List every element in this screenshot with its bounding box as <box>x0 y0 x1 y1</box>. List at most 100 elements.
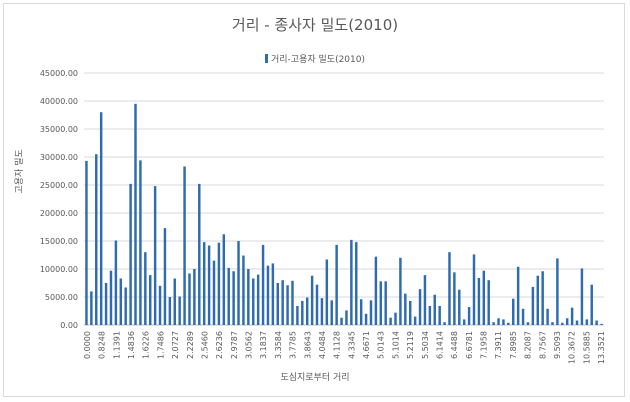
x-tick-label: 10.5885 <box>582 331 591 364</box>
bar <box>384 281 387 325</box>
x-tick-label: 3.0562 <box>245 331 254 359</box>
bar <box>418 289 422 325</box>
bar <box>222 234 226 325</box>
bar <box>487 280 490 325</box>
x-tick-label: 2.5460 <box>200 331 209 359</box>
bar <box>369 300 373 325</box>
bar <box>350 239 353 325</box>
y-tick-label: 15000.00 <box>40 237 78 246</box>
x-tick-label: 2.6236 <box>215 331 224 359</box>
bar <box>256 274 260 325</box>
bar <box>124 287 127 325</box>
bar <box>217 242 221 325</box>
x-tick-label: 3.1837 <box>259 331 268 359</box>
legend-swatch <box>265 54 268 63</box>
bar <box>423 275 427 325</box>
x-tick-label: 1.7486 <box>156 331 165 359</box>
bar <box>227 267 230 325</box>
bar <box>310 275 314 325</box>
bar <box>413 316 417 325</box>
x-tick-label: 10.3672 <box>568 331 577 364</box>
x-tick-label: 4.1128 <box>333 331 342 359</box>
x-tick-label: 8.2087 <box>524 331 533 359</box>
bar <box>443 322 446 325</box>
x-tick-label: 6.1414 <box>435 331 444 359</box>
bar <box>90 291 93 325</box>
bar <box>526 322 530 325</box>
bar <box>502 319 505 325</box>
y-tick-label: 30000.00 <box>40 153 78 162</box>
bar <box>472 254 476 325</box>
x-tick-label: 3.7785 <box>289 331 298 359</box>
x-tick-label: 5.2119 <box>406 331 415 359</box>
y-tick-label: 5000.00 <box>45 293 78 302</box>
bar <box>531 286 535 325</box>
bar <box>359 299 363 325</box>
y-tick-label: 10000.00 <box>40 265 78 274</box>
x-tick-label: 8.7567 <box>538 331 547 359</box>
bar <box>85 160 88 325</box>
bar <box>301 300 304 325</box>
x-tick-label: 1.1391 <box>112 331 121 359</box>
bar <box>561 322 564 325</box>
bar <box>325 259 329 325</box>
y-tick-label: 45000.00 <box>40 69 78 78</box>
x-tick-label: 4.6671 <box>362 331 371 359</box>
bar <box>438 305 441 325</box>
x-tick-label: 7.3911 <box>494 331 503 359</box>
y-tick-label: 20000.00 <box>40 209 78 218</box>
bar <box>271 263 275 325</box>
bar <box>168 297 172 325</box>
x-axis-label: 도심지로부터 거리 <box>280 373 350 383</box>
bar <box>320 298 324 325</box>
bar <box>536 275 539 325</box>
bar <box>261 244 265 325</box>
bar <box>99 112 103 325</box>
x-tick-label: 5.1014 <box>391 331 400 359</box>
bar <box>276 283 279 325</box>
bar <box>242 255 245 325</box>
x-tick-label: 7.8985 <box>509 331 518 359</box>
bar <box>207 245 211 325</box>
x-tick-label: 5.0143 <box>377 331 386 359</box>
bar <box>389 317 392 325</box>
bar <box>149 275 152 325</box>
bar <box>492 322 495 325</box>
bar <box>546 308 549 325</box>
bar <box>237 241 240 325</box>
bar <box>305 297 309 325</box>
bar <box>364 313 368 325</box>
x-tick-label: 13.3521 <box>597 331 606 364</box>
bar <box>448 252 451 325</box>
bar <box>458 289 461 325</box>
x-tick-label: 6.6781 <box>465 331 474 359</box>
bar <box>335 244 338 325</box>
bar <box>585 319 589 325</box>
bar <box>580 268 584 325</box>
bar <box>153 186 157 325</box>
y-tick-label: 40000.00 <box>40 97 78 106</box>
bar <box>247 269 250 325</box>
x-tick-label: 7.1958 <box>480 331 489 359</box>
bar <box>188 273 191 325</box>
bar <box>551 322 554 325</box>
bar <box>409 300 412 325</box>
bar <box>291 280 294 325</box>
bar <box>590 284 593 325</box>
bar <box>404 293 407 325</box>
bar <box>482 270 486 325</box>
bar <box>379 281 383 325</box>
x-tick-label: 4.3345 <box>347 331 356 359</box>
bar <box>453 272 456 325</box>
bar <box>109 270 113 325</box>
bar <box>374 256 378 325</box>
bar <box>134 103 137 325</box>
bar <box>507 322 510 325</box>
bar <box>202 242 206 325</box>
bar <box>340 317 343 325</box>
bar <box>158 285 162 325</box>
bar <box>462 319 466 325</box>
x-tick-label: 1.6226 <box>142 331 151 359</box>
bar <box>144 252 147 325</box>
bar <box>497 318 500 325</box>
